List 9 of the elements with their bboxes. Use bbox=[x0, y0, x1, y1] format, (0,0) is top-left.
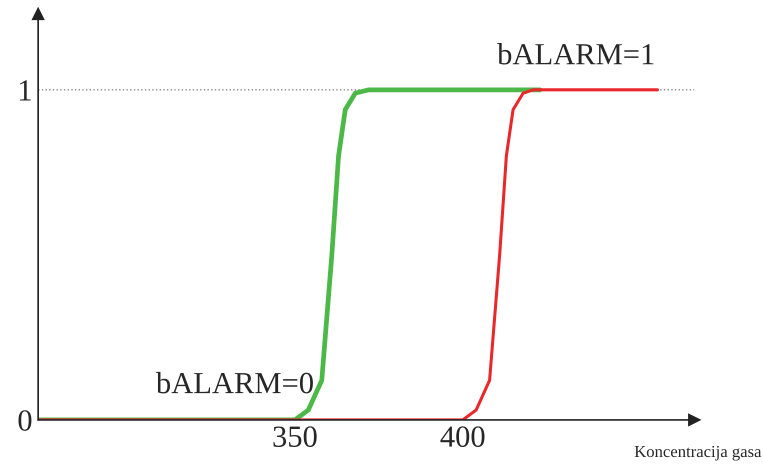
y-tick-label: 0 bbox=[18, 410, 32, 431]
annotation: bALARM=0 bbox=[156, 372, 313, 394]
annotation: bALARM=1 bbox=[497, 43, 654, 65]
y-tick-label: 1 bbox=[20, 80, 31, 100]
x-axis-title: Koncentracija gasa bbox=[634, 446, 762, 461]
line-series bbox=[38, 87, 542, 420]
x-tick-label: 400 bbox=[440, 426, 484, 447]
x-tick-label: 350 bbox=[273, 426, 317, 447]
line-series bbox=[38, 88, 659, 420]
